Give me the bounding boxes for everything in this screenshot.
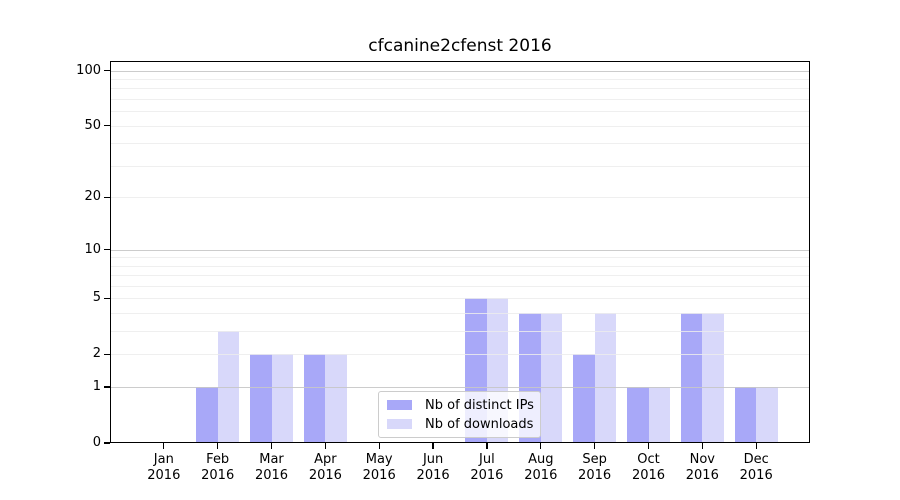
x-tick-label-apr: Apr 2016 [308, 452, 342, 483]
y-tick-label-0: 0 [92, 435, 101, 450]
minor-gridline-70 [110, 98, 810, 100]
y-tick-10 [104, 248, 110, 251]
x-tick-jul [486, 443, 488, 449]
minor-gridline-3 [110, 331, 810, 333]
x-tick-oct [647, 443, 650, 449]
x-tick-aug [540, 443, 542, 449]
chart-title: cfcanine2cfenst 2016 [368, 36, 552, 56]
major-gridline-100 [110, 70, 810, 72]
bar-downloads-mar [271, 354, 293, 443]
bar-distinct-ips-sep [573, 354, 595, 443]
y-tick-1 [104, 386, 110, 388]
legend-swatch-distinct-ips [387, 400, 412, 410]
y-tick-label-100: 100 [76, 62, 101, 78]
x-tick-may [378, 443, 380, 449]
x-tick-label-mar: Mar 2016 [254, 452, 289, 483]
minor-gridline-30 [110, 165, 810, 167]
legend-item-distinct-ips: Nb of distinct IPs [387, 397, 534, 413]
x-tick-label-may: May 2016 [362, 452, 396, 483]
y-tick-5 [104, 297, 110, 300]
minor-gridline-7 [110, 275, 810, 277]
legend-item-downloads: Nb of downloads [387, 416, 534, 432]
x-tick-apr [324, 443, 327, 449]
legend-label-downloads: Nb of downloads [425, 416, 534, 432]
bar-distinct-ips-oct [627, 387, 649, 443]
major-gridline-1 [110, 387, 810, 389]
y-tick-100 [104, 69, 110, 72]
bar-distinct-ips-apr [303, 354, 326, 443]
minor-gridline-2 [110, 354, 810, 356]
major-gridline-10 [110, 249, 810, 251]
x-tick-jun [432, 443, 434, 449]
minor-gridline-8 [110, 265, 810, 267]
x-tick-nov [701, 443, 703, 449]
legend-label-distinct-ips: Nb of distinct IPs [425, 397, 534, 413]
minor-gridline-40 [110, 143, 810, 145]
bar-downloads-feb [217, 331, 240, 443]
minor-gridline-9 [110, 257, 810, 259]
bar-downloads-dec [756, 387, 778, 443]
bar-downloads-apr [325, 354, 347, 443]
legend-swatch-downloads [387, 419, 412, 429]
x-tick-label-aug: Aug 2016 [524, 452, 558, 483]
minor-gridline-20 [110, 197, 810, 199]
bar-distinct-ips-mar [250, 354, 272, 443]
x-tick-label-oct: Oct 2016 [631, 452, 666, 483]
y-tick-2 [104, 353, 110, 355]
x-tick-sep [593, 443, 596, 449]
x-tick-label-jan: Jan 2016 [147, 452, 181, 483]
y-tick-label-1: 1 [92, 379, 101, 395]
y-tick-50 [104, 124, 110, 127]
y-tick-0 [104, 442, 110, 444]
bar-downloads-sep [594, 313, 617, 443]
minor-gridline-80 [110, 88, 810, 90]
x-tick-feb [217, 443, 219, 449]
x-tick-label-nov: Nov 2016 [685, 452, 719, 483]
bar-downloads-oct [648, 387, 670, 443]
minor-gridline-4 [110, 313, 810, 315]
x-tick-mar [270, 443, 273, 449]
x-tick-label-jun: Jun 2016 [416, 452, 450, 483]
y-tick-label-2: 2 [92, 346, 101, 362]
x-tick-label-sep: Sep 2016 [578, 452, 612, 483]
minor-gridline-90 [110, 78, 810, 80]
bar-downloads-nov [702, 313, 724, 443]
legend: Nb of distinct IPs Nb of downloads [378, 391, 541, 438]
bar-distinct-ips-dec [734, 387, 757, 443]
minor-gridline-5 [110, 298, 810, 300]
x-tick-label-dec: Dec 2016 [739, 452, 773, 483]
x-tick-dec [755, 443, 757, 449]
bar-downloads-aug [540, 313, 563, 443]
y-tick-label-10: 10 [84, 241, 101, 257]
minor-gridline-60 [110, 111, 810, 113]
y-tick-label-50: 50 [84, 117, 101, 133]
x-tick-label-feb: Feb 2016 [201, 452, 235, 483]
y-tick-label-5: 5 [92, 290, 101, 306]
minor-gridline-50 [110, 125, 810, 127]
y-tick-20 [104, 196, 110, 198]
plot-area [110, 61, 810, 443]
y-tick-label-20: 20 [84, 189, 101, 205]
minor-gridline-6 [110, 285, 810, 287]
bar-distinct-ips-feb [196, 387, 218, 443]
x-tick-jan [163, 443, 165, 449]
bar-distinct-ips-nov [680, 313, 703, 443]
x-tick-label-jul: Jul 2016 [470, 452, 504, 483]
